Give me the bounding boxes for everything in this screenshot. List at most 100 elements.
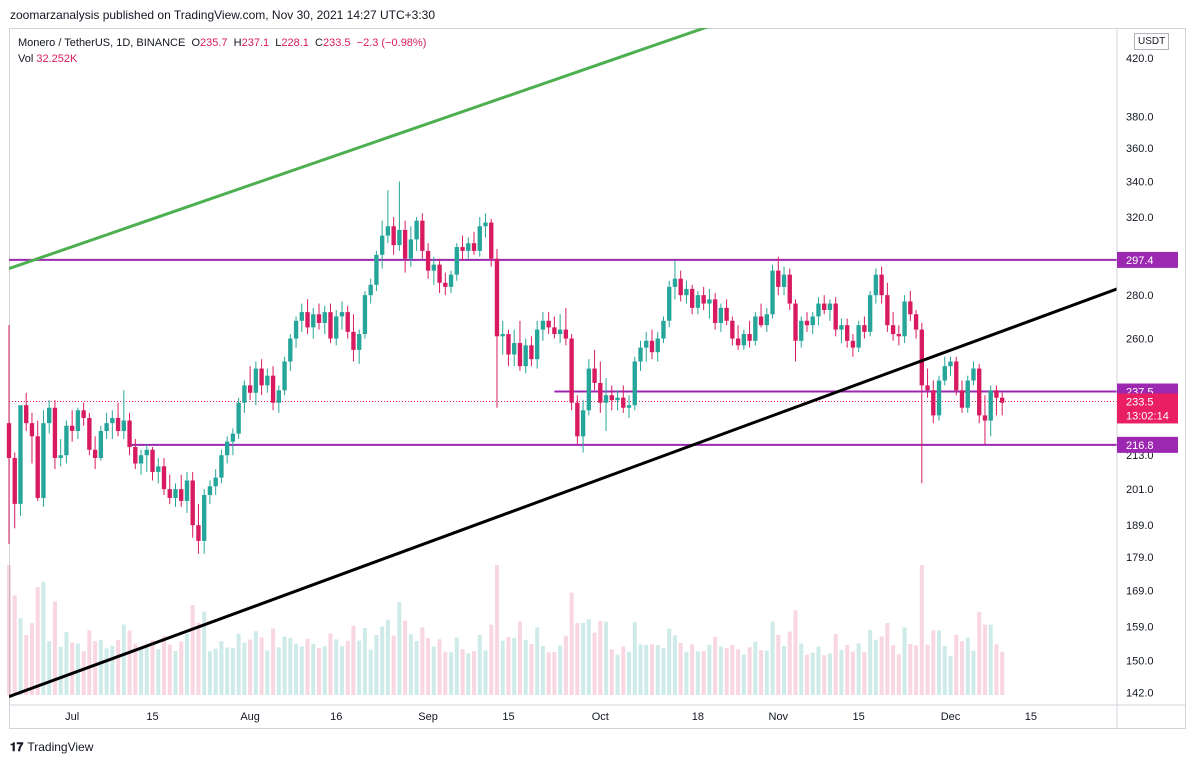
candle-body: [621, 397, 626, 408]
volume-bar: [994, 644, 999, 695]
y-tick-label: 150.0: [1126, 655, 1154, 667]
symbol-title[interactable]: Monero / TetherUS, 1D, BINANCE: [18, 37, 186, 49]
volume-bar: [426, 638, 431, 695]
volume-bar: [891, 645, 896, 695]
volume-bar: [506, 637, 511, 695]
volume-bar: [661, 648, 666, 695]
candle-body: [414, 220, 419, 240]
trendline-lower-channel[interactable]: [9, 287, 1117, 699]
volume-bar: [822, 655, 827, 695]
volume-bar: [546, 652, 551, 695]
y-tick-label: 320.0: [1126, 212, 1154, 224]
volume-bar: [219, 641, 224, 695]
candle-body: [144, 449, 149, 456]
candle-body: [316, 314, 322, 323]
candle-body: [701, 295, 706, 304]
candle-body: [98, 430, 104, 458]
volume-bar: [431, 646, 436, 695]
volume-bar: [271, 628, 276, 695]
volume-bar: [850, 651, 855, 695]
y-tick-label: 360.0: [1126, 143, 1154, 155]
candle-body: [471, 243, 477, 251]
volume-bar: [391, 635, 396, 695]
volume-bar: [615, 654, 620, 695]
volume-bar: [885, 623, 890, 695]
trendlines[interactable]: [9, 12, 1117, 699]
volume-bar: [902, 627, 907, 695]
x-tick-label: Aug: [240, 711, 260, 723]
candle-body: [35, 436, 40, 498]
volume-bar: [408, 634, 413, 695]
axes: 420.0 380.0 360.0 340.0 320.0 280.0 260.0 213.0…: [9, 28, 1186, 729]
volume-bar: [684, 651, 689, 695]
candle-body: [58, 455, 63, 458]
candle-body: [586, 368, 592, 411]
volume-value: 32.252K: [36, 53, 78, 65]
volume-bar: [380, 626, 385, 695]
candle-body: [850, 340, 856, 348]
candle-body: [41, 423, 46, 498]
volume-bar: [494, 565, 499, 695]
volume-bar: [523, 639, 528, 695]
volume-bar: [592, 632, 597, 695]
horizontal-levels: [9, 258, 1117, 446]
candle-body: [173, 489, 178, 498]
volume-bar: [403, 620, 408, 695]
candle-body: [156, 466, 161, 472]
volume-bar: [93, 641, 98, 695]
volume-bar: [753, 641, 758, 695]
volume-bar: [466, 653, 471, 695]
candle-body: [397, 229, 402, 246]
y-tick-label: 189.0: [1126, 520, 1154, 532]
volume-bar: [627, 651, 632, 695]
candle-body: [718, 307, 724, 323]
candle-body: [437, 264, 442, 283]
volume-bar: [816, 646, 821, 695]
candle-body: [196, 525, 201, 541]
candle-body: [311, 314, 316, 328]
candle-body: [603, 395, 609, 403]
high-value: 237.1: [241, 37, 270, 49]
volume-bar: [787, 631, 792, 695]
volume-bar: [351, 625, 356, 695]
volume-bar: [24, 635, 29, 695]
volume-bar: [931, 630, 936, 695]
price-label-box: [1117, 251, 1178, 268]
volume-bar: [58, 646, 63, 695]
volume-bar: [144, 647, 149, 695]
candle-body: [672, 278, 678, 287]
candle-body: [965, 380, 970, 408]
volume-bar: [713, 636, 718, 695]
candle-body: [994, 390, 999, 398]
candle-body: [712, 299, 718, 323]
volume-bar: [764, 650, 769, 695]
volume-bar: [833, 634, 838, 695]
volume-bar: [982, 624, 987, 695]
volume-bar: [156, 649, 161, 695]
volume-bar: [868, 630, 873, 695]
volume-bar: [472, 651, 477, 695]
chart-legend: Monero / TetherUS, 1D, BINANCE O235.7 H2…: [18, 35, 426, 67]
volume-bar: [604, 621, 609, 695]
candle-body: [115, 417, 121, 431]
volume-bar: [414, 641, 419, 695]
candle-body: [999, 397, 1005, 403]
volume-row: Vol 32.252K: [18, 51, 426, 67]
candle-body: [517, 343, 523, 367]
volume-bar: [121, 624, 126, 695]
volume-bar: [908, 644, 913, 695]
volume-bar: [139, 649, 144, 695]
trendline-upper-channel[interactable]: [9, 12, 750, 271]
candle-body: [787, 274, 792, 304]
volume-bar: [47, 641, 52, 695]
volume-bar: [873, 639, 878, 695]
candle-body: [29, 423, 35, 437]
candle-body: [684, 288, 689, 296]
candle-body: [799, 320, 804, 341]
candle-body: [689, 288, 695, 308]
currency-badge[interactable]: USDT: [1134, 33, 1170, 50]
volume-bar: [569, 592, 574, 695]
candle-body: [282, 361, 287, 391]
volume-bar: [977, 611, 982, 695]
